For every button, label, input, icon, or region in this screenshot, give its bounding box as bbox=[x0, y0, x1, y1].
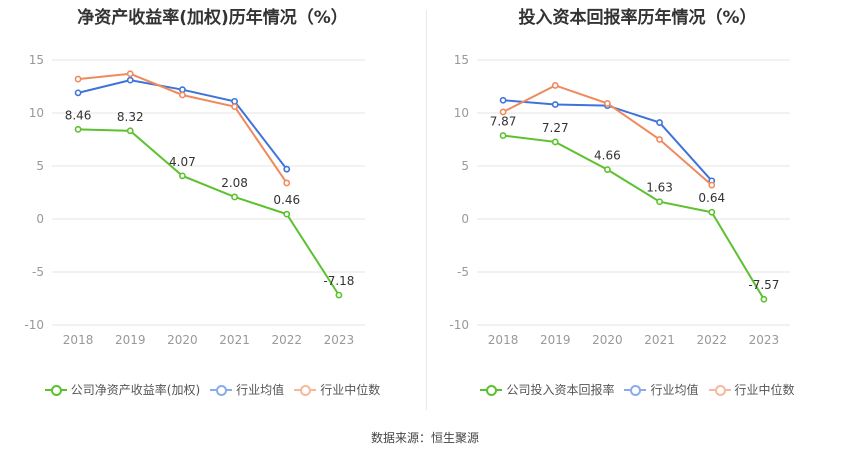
legend-marker-icon bbox=[210, 384, 233, 396]
y-tick-label: 5 bbox=[461, 159, 469, 173]
series-line bbox=[502, 134, 765, 300]
data-point bbox=[499, 132, 507, 139]
y-tick-label: 15 bbox=[29, 53, 44, 67]
x-tick-label: 2018 bbox=[63, 333, 94, 347]
data-point bbox=[231, 103, 238, 111]
x-tick-label: 2022 bbox=[696, 333, 727, 347]
legend-label: 行业中位数 bbox=[320, 383, 381, 397]
y-tick-label: 15 bbox=[454, 53, 469, 67]
data-point bbox=[74, 125, 82, 133]
data-point bbox=[656, 136, 663, 143]
x-tick-label: 2023 bbox=[324, 333, 355, 347]
data-point bbox=[604, 100, 611, 107]
x-tick-label: 2023 bbox=[749, 333, 780, 347]
data-point bbox=[179, 86, 186, 94]
y-tick-label: 0 bbox=[461, 212, 469, 226]
data-point bbox=[708, 208, 716, 216]
data-point bbox=[283, 165, 291, 173]
x-tick-label: 2022 bbox=[271, 333, 302, 347]
y-tick-label: -10 bbox=[449, 318, 469, 332]
legend-label: 公司投入资本回报率 bbox=[506, 383, 615, 397]
data-point bbox=[126, 70, 134, 78]
data-point bbox=[179, 91, 186, 99]
data-label: 4.66 bbox=[594, 149, 621, 163]
legend-marker-icon bbox=[624, 384, 647, 396]
data-point bbox=[499, 96, 507, 104]
data-label: 7.87 bbox=[490, 115, 517, 129]
roe-line-chart: 15 10 5 0 -5 -10 2018 2019 2020 2021 2022 2023 8.46 8… bbox=[24, 53, 365, 347]
data-label: -7.57 bbox=[748, 278, 779, 292]
data-point bbox=[126, 127, 134, 135]
roic-chart-panel: 投入资本回报率历年情况（%） 15 10 5 0 -5 -10 2018 2019 2020 20… bbox=[425, 0, 850, 410]
legend-marker-icon bbox=[294, 384, 317, 396]
data-point bbox=[74, 75, 82, 83]
legend-item[interactable]: 行业中位数 bbox=[294, 381, 380, 398]
data-label: 7.27 bbox=[542, 121, 569, 135]
legend-item[interactable]: 公司投入资本回报率 bbox=[480, 381, 614, 398]
data-point bbox=[126, 76, 134, 84]
x-tick-label: 2021 bbox=[219, 333, 250, 347]
panel-divider bbox=[426, 10, 427, 410]
data-point bbox=[335, 291, 343, 299]
legend-marker-icon bbox=[708, 384, 731, 396]
data-point bbox=[179, 172, 186, 180]
legend-item[interactable]: 行业中位数 bbox=[708, 381, 795, 398]
data-label: 4.07 bbox=[169, 155, 196, 169]
legend-label: 行业中位数 bbox=[734, 383, 795, 397]
data-point bbox=[656, 198, 663, 206]
y-tick-label: -5 bbox=[32, 265, 44, 279]
chart-title: 净资产收益率(加权)历年情况（%） bbox=[77, 8, 348, 28]
data-label: -7.18 bbox=[323, 274, 354, 288]
data-point bbox=[231, 193, 238, 201]
legend-marker-icon bbox=[44, 384, 67, 396]
data-point bbox=[760, 295, 768, 303]
data-point bbox=[74, 89, 82, 97]
data-label: 0.64 bbox=[698, 191, 725, 205]
y-tick-label: 10 bbox=[29, 106, 44, 120]
data-label: 8.46 bbox=[65, 108, 92, 122]
data-label: 8.32 bbox=[117, 110, 144, 124]
data-point bbox=[231, 97, 238, 105]
x-tick-label: 2018 bbox=[488, 333, 519, 347]
y-tick-label: 5 bbox=[36, 159, 44, 173]
legend-label: 行业均值 bbox=[650, 383, 699, 397]
x-tick-label: 2019 bbox=[540, 333, 571, 347]
data-point bbox=[283, 179, 291, 187]
data-source-label: 数据来源：恒生聚源 bbox=[370, 431, 479, 445]
y-tick-label: 10 bbox=[454, 106, 469, 120]
roe-chart-panel: 净资产收益率(加权)历年情况（%） 15 10 5 0 -5 -10 2018 2019 202… bbox=[0, 0, 425, 410]
data-point bbox=[656, 119, 663, 126]
x-tick-label: 2021 bbox=[644, 333, 675, 347]
data-point bbox=[499, 108, 507, 116]
data-point bbox=[551, 138, 559, 146]
legend-item[interactable]: 行业均值 bbox=[624, 381, 699, 398]
y-tick-label: -10 bbox=[24, 318, 44, 332]
legend-label: 行业均值 bbox=[236, 383, 285, 397]
data-label: 0.46 bbox=[273, 193, 300, 207]
chart-legend: 公司投入资本回报率 行业均值 行业中位数 bbox=[425, 381, 850, 398]
legend-label: 公司净资产收益率(加权) bbox=[70, 383, 201, 397]
data-label: 2.08 bbox=[221, 176, 248, 190]
series-line bbox=[78, 128, 340, 296]
legend-marker-icon bbox=[480, 384, 503, 396]
data-point bbox=[551, 101, 559, 108]
data-point bbox=[708, 181, 716, 189]
x-tick-label: 2020 bbox=[592, 333, 623, 347]
y-tick-label: 0 bbox=[36, 212, 44, 226]
data-point bbox=[604, 166, 611, 174]
x-tick-label: 2019 bbox=[115, 333, 146, 347]
data-point bbox=[283, 210, 291, 218]
legend-item[interactable]: 行业均值 bbox=[210, 381, 284, 398]
data-label: 1.63 bbox=[646, 181, 673, 195]
y-tick-label: -5 bbox=[457, 265, 469, 279]
chart-legend: 公司净资产收益率(加权) 行业均值 行业中位数 bbox=[0, 381, 425, 398]
data-point bbox=[551, 82, 559, 89]
x-tick-label: 2020 bbox=[167, 333, 198, 347]
legend-item[interactable]: 公司净资产收益率(加权) bbox=[44, 381, 201, 398]
chart-title: 投入资本回报率历年情况（%） bbox=[518, 8, 757, 28]
roic-line-chart: 15 10 5 0 -5 -10 2018 2019 2020 2021 2022 2023 7.87 7… bbox=[449, 53, 790, 347]
